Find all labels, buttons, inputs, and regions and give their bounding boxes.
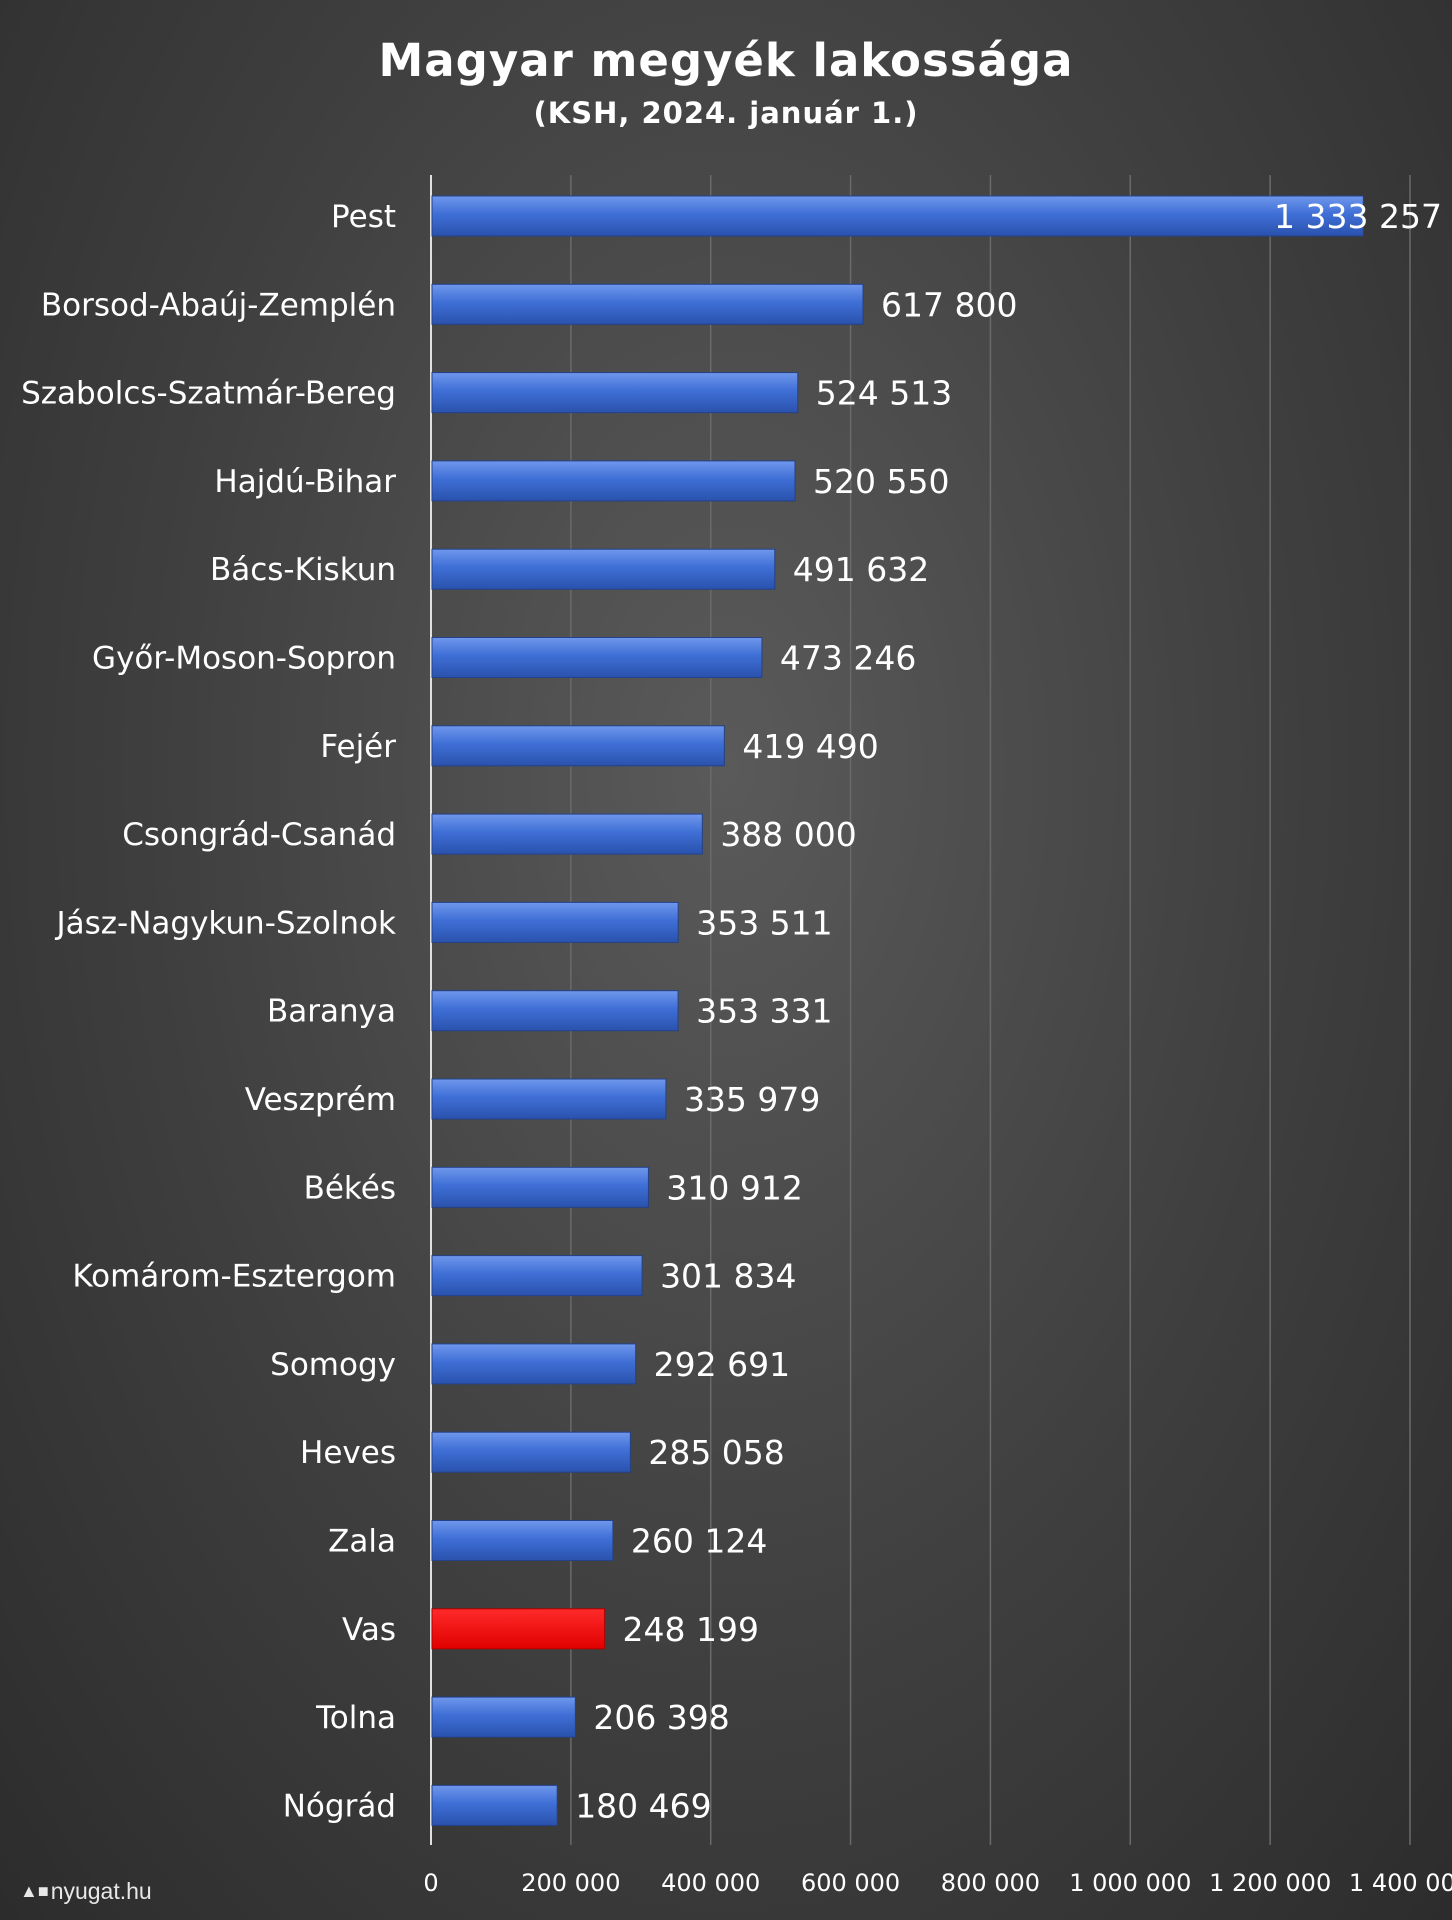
x-tick-label: 1 200 000 (1209, 1869, 1331, 1897)
bars (431, 195, 1364, 1826)
value-label: 285 058 (648, 1433, 784, 1472)
value-label: 419 490 (742, 727, 878, 766)
category-label: Szabolcs-Szatmár-Bereg (21, 376, 396, 412)
bar-hajd-bihar (431, 460, 796, 502)
x-tick-label: 400 000 (661, 1869, 760, 1897)
category-label: Fejér (320, 729, 396, 765)
category-label: Nógrád (283, 1788, 396, 1824)
chart-title: Magyar megyék lakossága (378, 34, 1074, 87)
camera-icon: ▲■ (20, 1881, 49, 1901)
bar-tolna (431, 1696, 576, 1738)
category-label: Komárom-Esztergom (72, 1259, 396, 1295)
bar-veszpr-m (431, 1078, 667, 1120)
category-label: Győr-Moson-Sopron (92, 641, 396, 677)
grid-lines (430, 175, 1411, 1845)
bar-szabolcs-szatm-r-bereg (431, 372, 799, 414)
category-label: Borsod-Abaúj-Zemplén (41, 287, 396, 323)
bar-heves (431, 1431, 631, 1473)
bar-zala (431, 1520, 614, 1561)
category-label: Heves (300, 1435, 396, 1471)
category-label: Veszprém (245, 1082, 396, 1118)
category-label: Jász-Nagykun-Szolnok (54, 905, 396, 941)
value-label: 180 469 (575, 1786, 711, 1825)
bar-n-gr-d (431, 1784, 558, 1826)
bar-fej-r (431, 725, 725, 767)
bar-gy-r-moson-sopron (431, 637, 763, 678)
value-label: 206 398 (593, 1698, 729, 1737)
bar-b-k-s (431, 1166, 649, 1208)
category-label: Somogy (270, 1347, 396, 1383)
x-tick-label: 1 000 000 (1069, 1869, 1191, 1897)
value-label: 335 979 (684, 1080, 820, 1119)
watermark-text: nyugat.hu (50, 1878, 152, 1904)
value-label: 524 513 (816, 374, 952, 413)
x-tick-label: 1 400 000 (1349, 1869, 1452, 1897)
bar-b-cs-kiskun (431, 548, 776, 590)
category-label: Baranya (267, 994, 396, 1030)
bar-vas (431, 1608, 606, 1650)
category-label: Tolna (315, 1700, 396, 1736)
value-label: 353 331 (696, 992, 832, 1031)
category-label: Pest (331, 199, 396, 235)
category-label: Zala (328, 1524, 396, 1560)
value-label: 248 199 (623, 1610, 759, 1649)
x-tick-label: 0 (423, 1869, 438, 1897)
value-label: 491 632 (793, 550, 929, 589)
category-label: Békés (304, 1170, 396, 1206)
value-label: 617 800 (881, 285, 1017, 324)
bar-kom-rom-esztergom (431, 1255, 643, 1297)
x-tick-label: 200 000 (521, 1869, 620, 1897)
value-label: 388 000 (720, 815, 856, 854)
value-label: 260 124 (631, 1522, 767, 1561)
value-label: 1 333 257 (1274, 197, 1442, 236)
category-label: Hajdú-Bihar (214, 464, 396, 500)
labels: 0 200 000 400 000 600 000 800 000 1 000 000 1 … (21, 197, 1452, 1897)
value-label: 473 246 (780, 639, 916, 678)
bar-somogy (431, 1343, 637, 1385)
category-label: Vas (342, 1612, 396, 1648)
category-label: Csongrád-Csanád (122, 817, 396, 853)
bar-pest (431, 195, 1364, 237)
category-label: Bács-Kiskun (210, 552, 396, 588)
watermark: ▲■ nyugat.hu (20, 1878, 152, 1905)
bar-baranya (431, 990, 679, 1032)
chart-subtitle: (KSH, 2024. január 1.) (533, 96, 919, 130)
value-label: 292 691 (654, 1345, 790, 1384)
bar-csongr-d-csan-d (431, 813, 703, 855)
value-label: 353 511 (696, 903, 832, 942)
value-label: 301 834 (660, 1257, 796, 1296)
value-label: 520 550 (813, 462, 949, 501)
x-tick-label: 800 000 (941, 1869, 1040, 1897)
value-label: 310 912 (666, 1168, 802, 1207)
bar-j-sz-nagykun-szolnok (431, 901, 679, 943)
bar-borsod-aba-j-zempl-n (431, 283, 864, 325)
x-tick-label: 600 000 (801, 1869, 900, 1897)
